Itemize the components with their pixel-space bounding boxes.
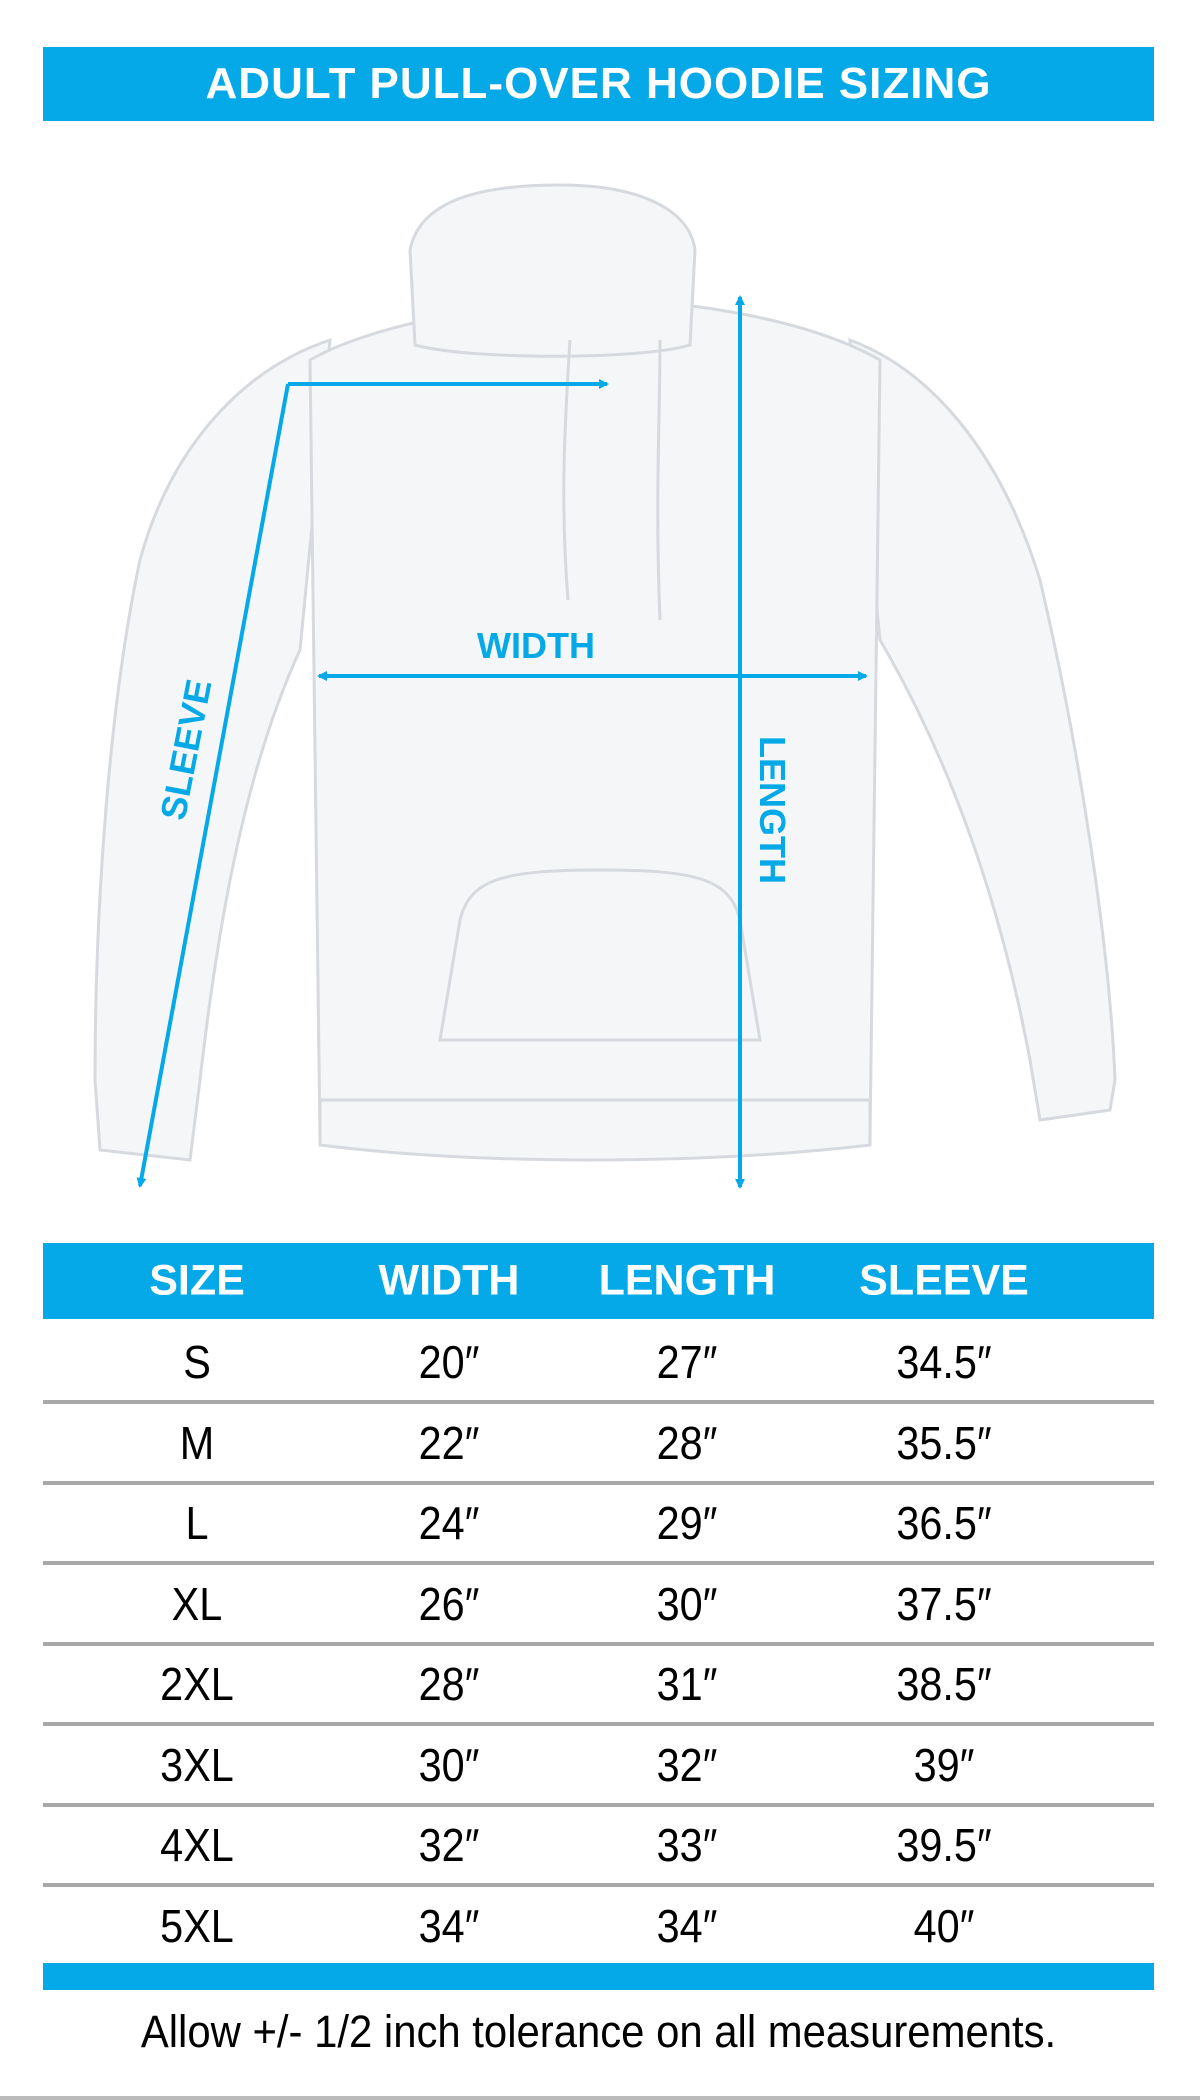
row-divider [43, 1561, 1154, 1565]
hoodie-drawstrings [562, 339, 662, 621]
page-title: ADULT PULL-OVER HOODIE SIZING [205, 59, 992, 108]
hoodie-image [93, 183, 1117, 1162]
table-row: 4XL 32″ 33″ 39.5″ [43, 1805, 1154, 1885]
cell-length: 28″ [656, 1416, 718, 1469]
length-label: LENGTH [752, 736, 793, 884]
hoodie-hood [408, 183, 697, 358]
table-row: 2XL 28″ 31″ 38.5″ [43, 1644, 1154, 1724]
cell-sleeve: 39″ [913, 1738, 975, 1791]
table-row: L 24″ 29″ 36.5″ [43, 1483, 1154, 1563]
cell-size: XL [171, 1577, 223, 1630]
cell-length: 33″ [656, 1819, 718, 1871]
cell-width: 34″ [418, 1899, 480, 1952]
table-row: 3XL 30″ 32″ 39″ [43, 1725, 1154, 1805]
cell-size: 5XL [160, 1899, 234, 1952]
row-divider [43, 1883, 1154, 1887]
table-footer-bar [43, 1963, 1154, 1990]
cell-size: L [185, 1497, 209, 1549]
cell-size: 4XL [160, 1819, 234, 1871]
column-header-width: WIDTH [378, 1256, 520, 1305]
bottom-divider [0, 2096, 1200, 2100]
cell-width: 32″ [418, 1819, 480, 1871]
cell-sleeve: 40″ [913, 1899, 975, 1952]
column-header-length: LENGTH [598, 1256, 776, 1305]
hoodie-right-sleeve [848, 337, 1117, 1122]
row-divider [43, 1722, 1154, 1726]
cell-length: 32″ [656, 1738, 718, 1791]
hoodie-pocket [438, 868, 762, 1042]
width-label: WIDTH [477, 625, 595, 666]
cell-width: 20″ [418, 1336, 480, 1388]
cell-width: 28″ [418, 1658, 480, 1710]
cell-width: 24″ [418, 1497, 480, 1549]
cell-width: 22″ [418, 1416, 480, 1469]
table-row: XL 26″ 30″ 37.5″ [43, 1564, 1154, 1644]
sleeve-arrow [136, 383, 290, 1188]
cell-length: 34″ [656, 1899, 718, 1952]
cell-width: 30″ [418, 1738, 480, 1791]
hoodie-left-sleeve [93, 337, 332, 1162]
title-banner: ADULT PULL-OVER HOODIE SIZING [43, 47, 1154, 121]
table-row: S 20″ 27″ 34.5″ [43, 1322, 1154, 1402]
cell-length: 29″ [656, 1497, 718, 1549]
cell-size: 3XL [160, 1738, 234, 1791]
cell-sleeve: 37.5″ [896, 1577, 992, 1630]
cell-sleeve: 34.5″ [896, 1336, 992, 1388]
cell-sleeve: 36.5″ [896, 1497, 992, 1549]
cell-length: 31″ [656, 1658, 718, 1710]
column-header-sleeve: SLEEVE [859, 1256, 1029, 1305]
cell-length: 30″ [656, 1577, 718, 1630]
cell-size: S [183, 1336, 211, 1388]
cell-sleeve: 38.5″ [896, 1658, 992, 1710]
row-divider [43, 1802, 1154, 1807]
row-divider [43, 1400, 1154, 1404]
table-row: 5XL 34″ 34″ 40″ [43, 1886, 1154, 1966]
hoodie-waistband [318, 1098, 872, 1162]
table-row: M 22″ 28″ 35.5″ [43, 1403, 1154, 1483]
cell-sleeve: 35.5″ [896, 1416, 992, 1469]
cell-sleeve: 39.5″ [896, 1819, 992, 1871]
hoodie-diagram: WIDTH LENGTH SLEEVE [93, 183, 1117, 1189]
tolerance-note: Allow +/- 1/2 inch tolerance on all meas… [140, 2006, 1057, 2057]
table-header: SIZE WIDTH LENGTH SLEEVE [43, 1243, 1154, 1319]
column-header-size: SIZE [149, 1256, 245, 1305]
cell-length: 27″ [656, 1336, 718, 1388]
row-divider [43, 1641, 1154, 1646]
cell-size: M [179, 1416, 215, 1469]
row-divider [43, 1480, 1154, 1485]
cell-size: 2XL [160, 1658, 234, 1710]
cell-width: 26″ [418, 1577, 480, 1630]
